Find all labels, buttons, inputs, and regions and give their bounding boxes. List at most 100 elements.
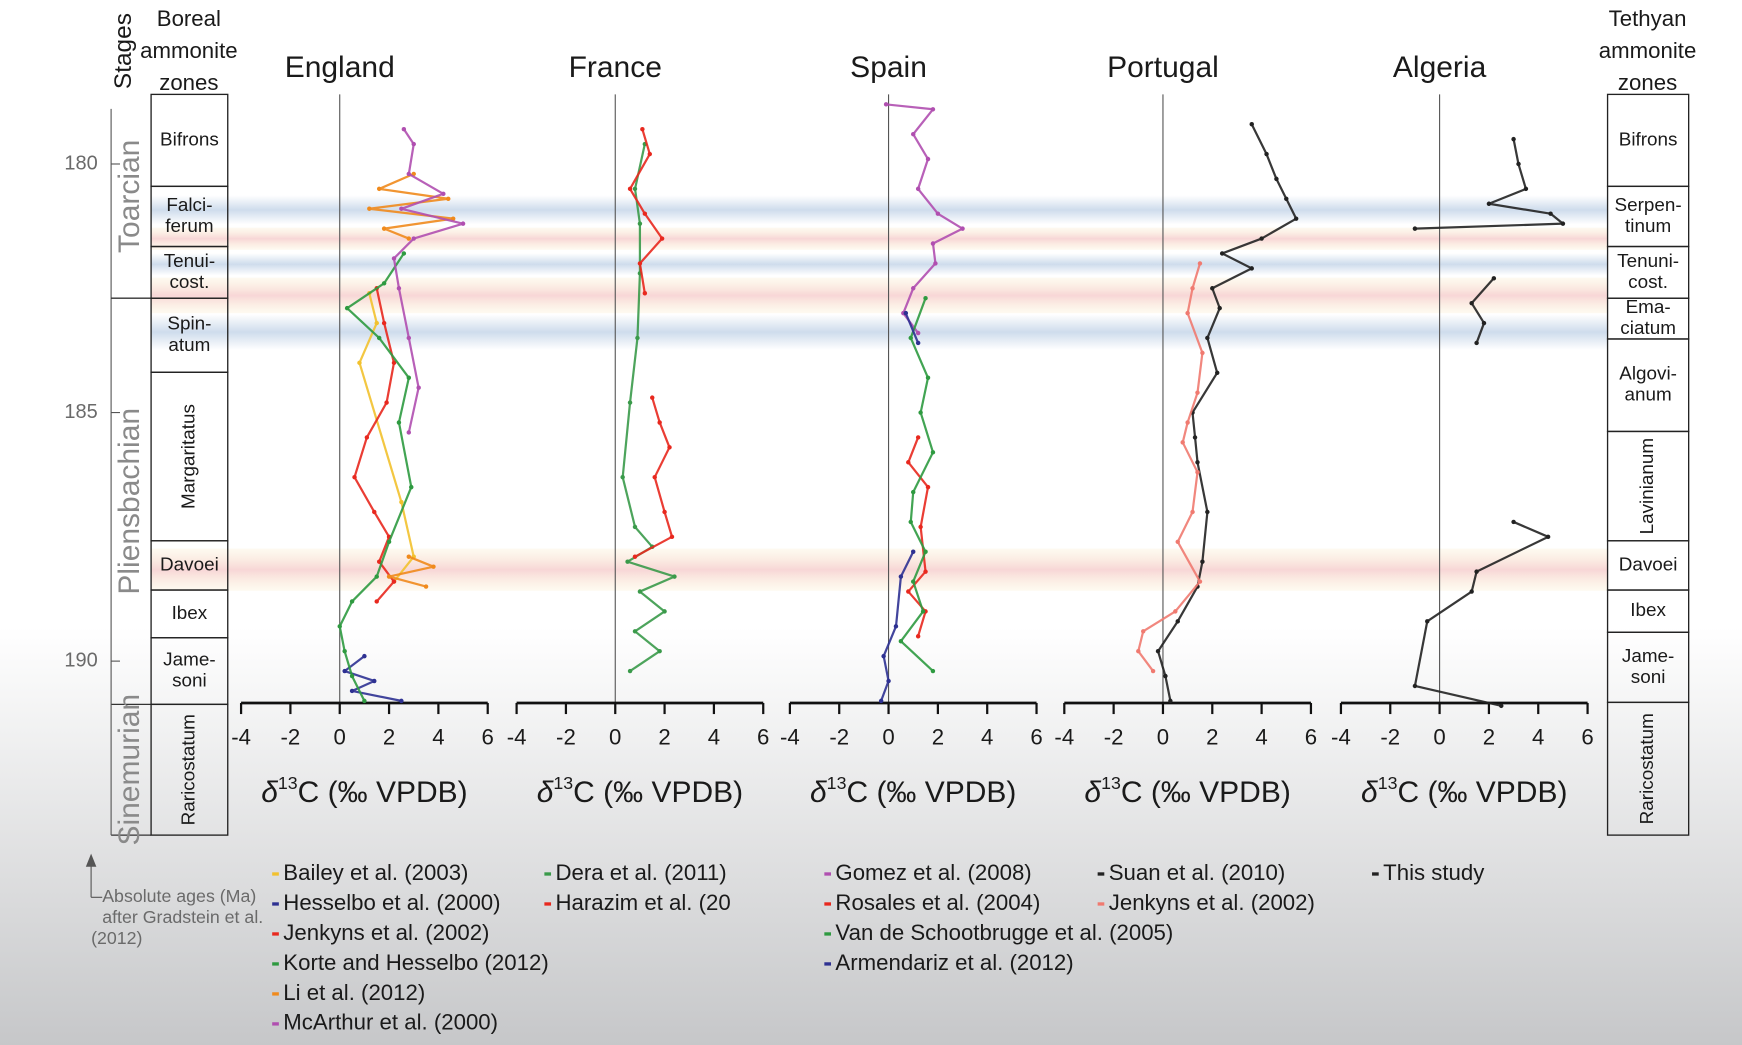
zone-label: Tenuni-	[1617, 251, 1679, 272]
data-point	[923, 569, 928, 574]
data-point	[391, 256, 397, 261]
data-point	[1192, 435, 1198, 440]
boreal-header: Boreal	[157, 6, 221, 31]
zone-label: cost.	[1628, 272, 1668, 293]
data-point	[883, 102, 889, 107]
x-tick-label: 0	[334, 724, 346, 749]
data-point	[930, 241, 936, 246]
data-point	[627, 668, 633, 674]
data-point	[337, 624, 342, 629]
data-point	[1486, 201, 1492, 206]
data-point	[637, 589, 643, 594]
note-text: after Gradstein et al.	[102, 907, 263, 927]
panel-title: Spain	[850, 51, 927, 84]
data-point	[384, 400, 389, 405]
legend-label: Li et al. (2012)	[283, 980, 425, 1005]
zone-label: Raricostatum	[178, 714, 199, 825]
data-point	[411, 141, 416, 147]
data-point	[910, 579, 916, 584]
data-point	[925, 156, 931, 162]
data-point	[903, 310, 909, 316]
data-point	[1197, 579, 1203, 584]
data-point	[1205, 335, 1210, 341]
data-point	[652, 474, 657, 480]
data-point	[1195, 460, 1200, 465]
data-line	[338, 252, 413, 702]
data-point	[672, 574, 677, 579]
data-point	[381, 281, 387, 286]
data-point	[1293, 216, 1299, 221]
data-point	[1168, 698, 1173, 704]
data-point	[1190, 286, 1195, 291]
legend-label: Van de Schootbrugge et al. (2005)	[835, 920, 1173, 945]
data-point	[662, 509, 667, 515]
age-tick-label: 190	[64, 649, 97, 671]
stage-label: Pliensbachian	[113, 408, 146, 595]
zone-label: Margaritatus	[178, 404, 199, 509]
data-point	[1264, 151, 1269, 157]
x-axis-label-part: C (‰ VPDB)	[573, 776, 743, 809]
stage-label: Toarcian	[113, 140, 146, 253]
band	[151, 195, 1608, 225]
data-point	[918, 524, 923, 530]
tethyan-header: Tethyan	[1609, 6, 1687, 31]
data-point	[627, 400, 633, 405]
x-tick-label: -2	[829, 724, 849, 749]
zone-label: Falci-	[166, 195, 212, 216]
legend-label: Hesselbo et al. (2000)	[283, 890, 500, 915]
x-tick-label: 2	[1206, 724, 1218, 749]
x-tick-label: 0	[609, 724, 621, 749]
panel: -4 -2 0 2 4 6 France δ13C (‰ VPDB) Dera et al. (…	[507, 51, 770, 915]
data-point	[386, 539, 392, 545]
x-tick-label: 6	[1030, 724, 1042, 749]
data-point	[910, 489, 916, 495]
data-point	[910, 286, 916, 291]
x-tick-label: 2	[658, 724, 670, 749]
data-point	[342, 668, 347, 674]
data-point	[431, 564, 436, 569]
x-axis-label-part: C (‰ VPDB)	[1398, 776, 1568, 809]
data-line	[392, 128, 465, 433]
x-tick-label: 4	[708, 724, 720, 749]
data-point	[1210, 286, 1215, 291]
legend-label: Gomez et al. (2008)	[835, 860, 1031, 885]
data-point	[1180, 440, 1185, 445]
data-point	[401, 126, 407, 132]
legend-label: Harazim et al. (20	[555, 890, 730, 915]
data-point	[1185, 310, 1190, 316]
x-axis-label: δ13C (‰ VPDB)	[261, 773, 467, 809]
data-point	[396, 420, 402, 425]
x-axis-label-part: δ	[1361, 776, 1378, 809]
x-tick-label: 0	[1433, 724, 1445, 749]
x-tick-label: -2	[1380, 724, 1400, 749]
legend-label: Suan et al. (2010)	[1109, 860, 1286, 885]
zone-label: Tenui-	[164, 251, 215, 272]
zone-label: ciatum	[1620, 318, 1676, 339]
data-point	[1523, 186, 1529, 192]
data-point	[908, 335, 913, 341]
data-point	[342, 648, 347, 654]
data-point	[906, 460, 911, 465]
data-point	[362, 698, 367, 704]
data-point	[381, 226, 387, 231]
data-point	[915, 186, 921, 192]
data-point	[1474, 569, 1479, 574]
data-point	[367, 206, 372, 211]
zone-box	[1606, 701, 1690, 836]
x-tick-label: 2	[1483, 724, 1495, 749]
zone-label: Ibex	[172, 603, 208, 624]
x-axis-label-part: δ	[537, 776, 554, 809]
data-point	[669, 534, 675, 540]
data-point	[406, 375, 412, 380]
data-point	[667, 445, 672, 450]
panel-title: France	[569, 51, 662, 84]
tethyan-header: zones	[1618, 70, 1677, 95]
data-point	[933, 261, 938, 266]
data-point	[1491, 276, 1497, 281]
data-point	[1200, 559, 1205, 564]
legend-label: This study	[1383, 860, 1485, 885]
data-line	[621, 143, 676, 673]
stages-header: Stages	[110, 13, 137, 89]
note-text: Absolute ages (Ma)	[102, 886, 256, 906]
